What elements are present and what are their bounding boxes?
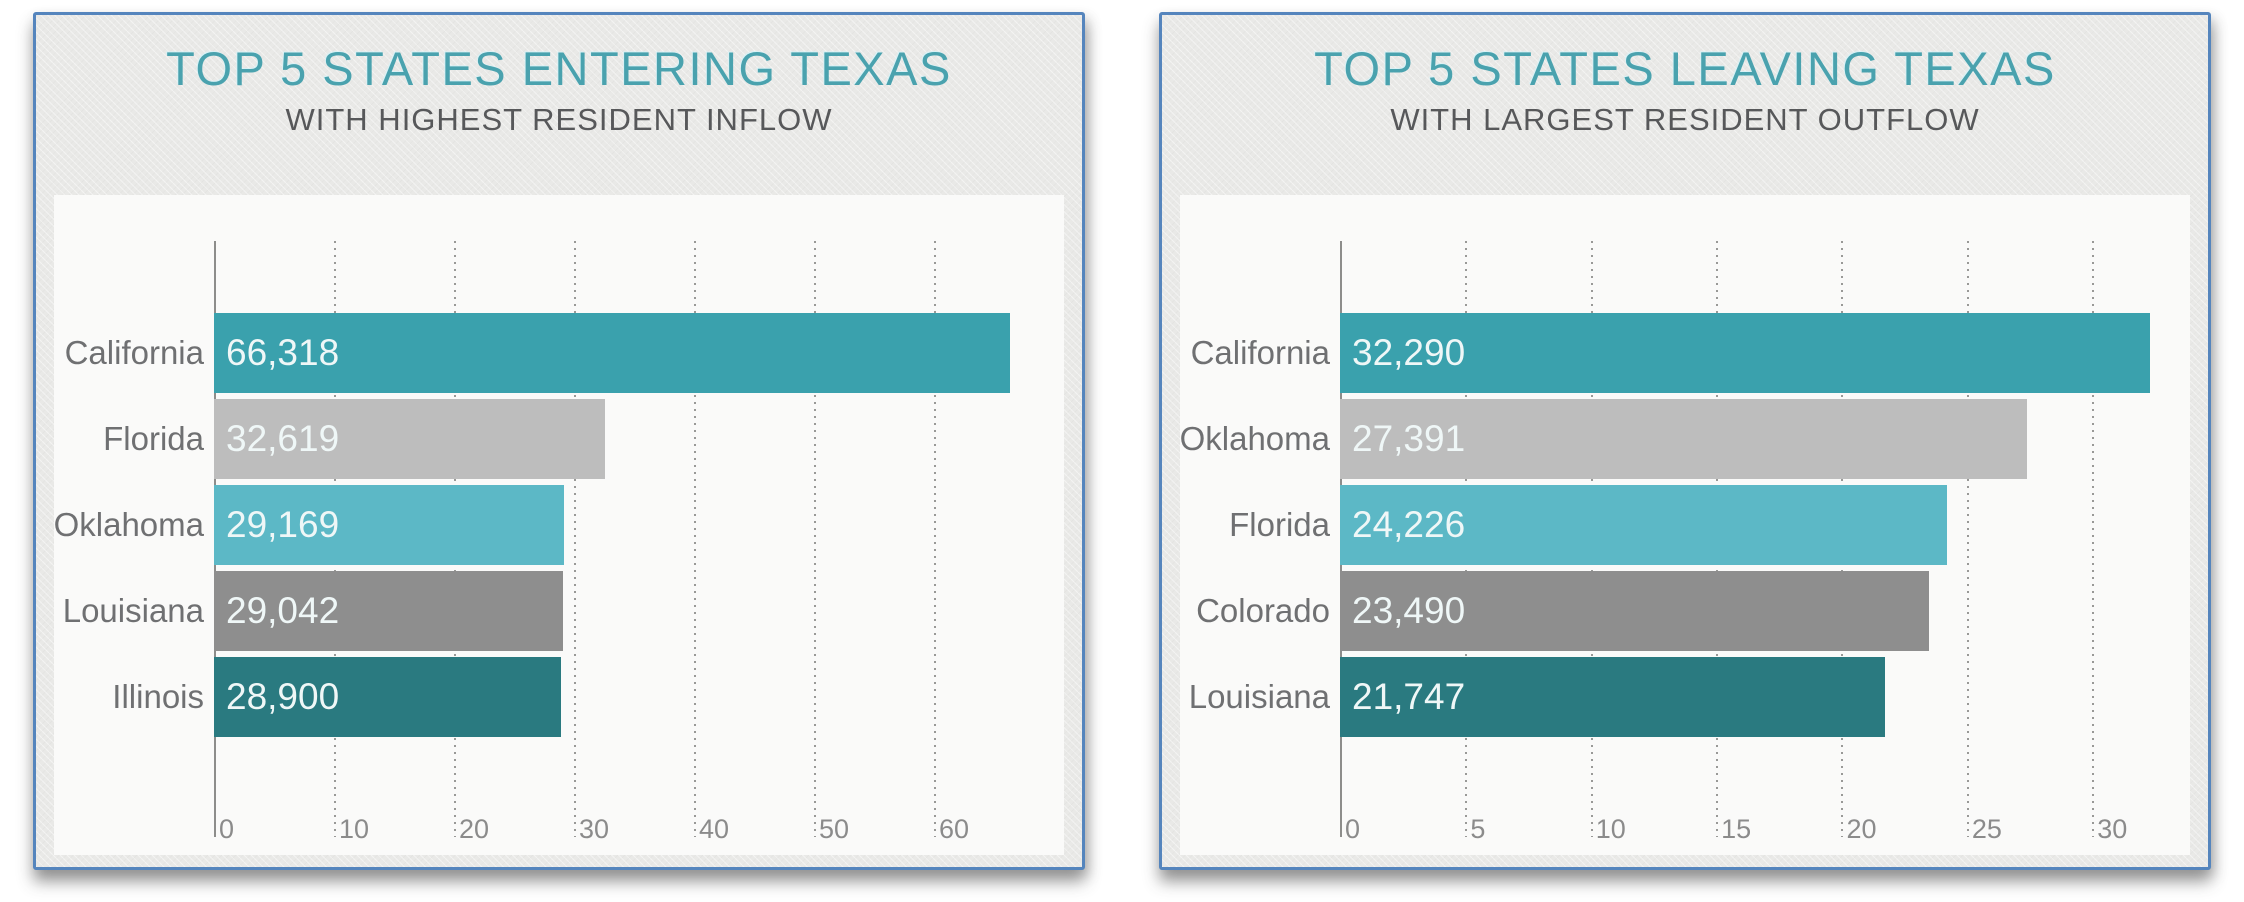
chart-subtitle: WITH LARGEST RESIDENT OUTFLOW [1390,102,1980,137]
bar-row: Oklahoma 29,169 [54,485,1054,565]
bar: 29,169 [214,485,565,565]
bar: 28,900 [214,657,561,737]
grid-line [574,241,576,837]
grid-line [934,241,936,837]
bar-track: 21,747 [1340,657,2180,737]
bar-rows: California 32,290 Oklahoma 27,391 Florida 24,… [1180,313,2180,743]
grid-line [1966,241,1969,837]
infographic-stage: TOP 5 STATES ENTERING TEXAS WITH HIGHEST… [33,12,2211,870]
bar: 23,490 [1340,571,1929,651]
bar: 27,391 [1340,399,2027,479]
axis-tick-label: 50 [819,814,850,844]
category-label: Florida [1229,506,1330,543]
category-label: Illinois [112,678,204,715]
axis-tick-label: 0 [1345,814,1361,844]
grid-line [814,241,816,837]
bar-value-label: 28,900 [226,676,340,717]
bar-value-label: 21,747 [1352,676,1466,717]
bar: 32,290 [1340,313,2150,393]
axis-tick-label: 40 [699,814,730,844]
axis-tick-label: 0 [219,814,235,844]
bar-track: 28,900 [214,657,1054,737]
bar-row: Florida 32,619 [54,399,1054,479]
chart-title: TOP 5 STATES LEAVING TEXAS [1314,42,2056,95]
chart-subtitle: WITH HIGHEST RESIDENT INFLOW [285,102,833,137]
axis-tick-label: 10 [339,814,370,844]
bar: 66,318 [214,313,1010,393]
bar-track: 29,042 [214,571,1054,651]
bar-value-label: 32,290 [1352,332,1466,373]
bar-value-label: 29,042 [226,590,340,631]
chart-card-entering-texas: TOP 5 STATES ENTERING TEXAS WITH HIGHEST… [33,12,1085,870]
bar-track: 27,391 [1340,399,2180,479]
category-label: California [64,334,204,371]
axis-tick-label: 20 [459,814,490,844]
bar-row: Louisiana 29,042 [54,571,1054,651]
bar: 32,619 [214,399,606,479]
chart-header: TOP 5 STATES LEAVING TEXAS WITH LARGEST … [1170,23,2200,181]
bar: 24,226 [1340,485,1948,565]
axis-tick-label: 10 [1595,814,1626,844]
bar-value-label: 29,169 [226,504,340,545]
axis-tick-label: 30 [579,814,610,844]
bar-track: 66,318 [214,313,1054,393]
bar-row: Florida 24,226 [1180,485,2180,565]
axis-tick-label: 5 [1470,814,1486,844]
chart-title: TOP 5 STATES ENTERING TEXAS [166,42,952,95]
bar-value-label: 24,226 [1352,504,1466,545]
category-label: California [1190,334,1330,371]
bar-track: 24,226 [1340,485,2180,565]
axis-tick-label: 60 [939,814,970,844]
category-label: Oklahoma [53,506,204,543]
category-label: Colorado [1196,592,1330,629]
category-label: Oklahoma [1179,420,1330,457]
plot-area: 0 5 10 15 20 25 30 California 32,290 Oklahoma 27,… [1180,195,2190,855]
category-label: Louisiana [1188,678,1330,715]
category-label: Florida [103,420,204,457]
bar-value-label: 23,490 [1352,590,1466,631]
bar-row: California 32,290 [1180,313,2180,393]
bar-value-label: 27,391 [1352,418,1466,459]
bar-track: 23,490 [1340,571,2180,651]
bar-value-label: 32,619 [226,418,340,459]
bar: 29,042 [214,571,563,651]
bar-row: California 66,318 [54,313,1054,393]
bar-row: Oklahoma 27,391 [1180,399,2180,479]
bar-rows: California 66,318 Florida 32,619 Oklahoma 29,… [54,313,1054,743]
category-label: Louisiana [62,592,204,629]
axis-tick-label: 20 [1846,814,1877,844]
bar-track: 29,169 [214,485,1054,565]
bar-row: Louisiana 21,747 [1180,657,2180,737]
grid-line [694,241,696,837]
axis-tick-label: 25 [1971,814,2002,844]
bar-track: 32,619 [214,399,1054,479]
grid-line [2092,241,2095,837]
plot-area: 0 10 20 30 40 50 60 California 66,318 Florida 32,… [54,195,1064,855]
bar-track: 32,290 [1340,313,2180,393]
axis-tick-label: 30 [2097,814,2128,844]
chart-header: TOP 5 STATES ENTERING TEXAS WITH HIGHEST… [44,23,1074,181]
bar-row: Colorado 23,490 [1180,571,2180,651]
axis-tick-label: 15 [1721,814,1752,844]
bar-value-label: 66,318 [226,332,340,373]
bar-row: Illinois 28,900 [54,657,1054,737]
bar: 21,747 [1340,657,1886,737]
chart-card-leaving-texas: TOP 5 STATES LEAVING TEXAS WITH LARGEST … [1159,12,2211,870]
